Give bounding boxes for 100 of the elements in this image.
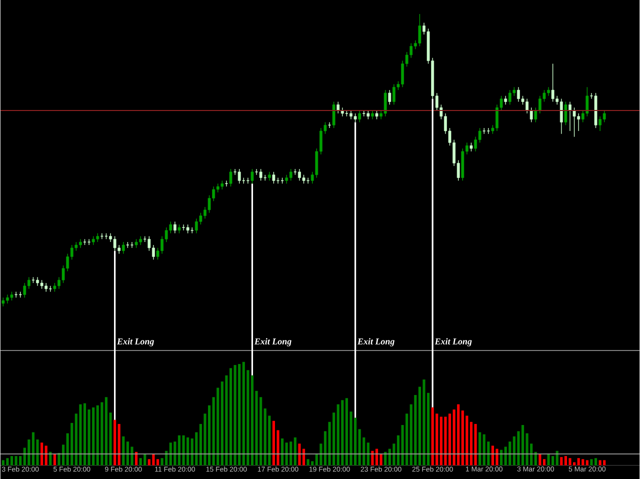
- bar: [470, 422, 473, 466]
- bar: [298, 443, 301, 466]
- bar: [83, 403, 86, 466]
- bar: [547, 454, 550, 466]
- bar: [53, 454, 56, 466]
- bar: [306, 458, 310, 466]
- bar: [152, 454, 155, 466]
- bar: [144, 454, 146, 466]
- bar: [582, 458, 584, 466]
- bar: [444, 416, 447, 466]
- candlestick: [560, 98, 563, 134]
- bar: [264, 408, 266, 466]
- candlestick: [87, 238, 91, 246]
- bar: [40, 442, 44, 466]
- candlestick: [358, 110, 362, 122]
- bar: [538, 454, 542, 466]
- bar: [366, 442, 370, 466]
- bar: [392, 443, 396, 466]
- bar: [414, 394, 417, 466]
- candlestick: [224, 180, 228, 187]
- bar: [104, 396, 108, 466]
- bar: [44, 446, 48, 466]
- bar: [285, 442, 288, 466]
- candlestick: [336, 101, 340, 114]
- bar: [148, 458, 150, 466]
- bar: [440, 416, 442, 466]
- candlestick: [328, 122, 332, 128]
- candlestick: [23, 282, 26, 298]
- bar: [534, 452, 537, 466]
- bar: [431, 407, 434, 466]
- bar: [422, 379, 426, 466]
- candlestick: [602, 110, 606, 122]
- bar: [195, 432, 198, 466]
- bar: [341, 400, 344, 466]
- bar: [280, 438, 284, 466]
- bar: [380, 454, 382, 466]
- bar: [358, 428, 361, 466]
- bar: [2, 460, 4, 466]
- candlestick: [238, 168, 241, 184]
- bar: [100, 402, 104, 466]
- bar: [96, 405, 99, 466]
- bar: [10, 456, 14, 466]
- bar: [474, 424, 477, 466]
- candlestick: [564, 101, 568, 126]
- bar: [62, 444, 65, 466]
- candlestick: [259, 168, 262, 181]
- bar: [70, 422, 74, 466]
- candlestick: [173, 221, 176, 234]
- candlestick: [182, 224, 186, 231]
- candlestick: [568, 101, 572, 132]
- bar: [500, 450, 503, 466]
- bar: [290, 441, 292, 466]
- bar: [542, 458, 546, 466]
- bar: [156, 458, 160, 466]
- bar: [482, 434, 486, 466]
- bar: [114, 420, 116, 466]
- text: Exit Long: [116, 338, 154, 346]
- bar: [238, 364, 241, 466]
- bar: [49, 452, 52, 466]
- bar: [208, 405, 211, 466]
- candlestick: [551, 63, 554, 102]
- candlestick: [250, 168, 254, 184]
- bar: [169, 442, 172, 466]
- bar: [603, 460, 606, 466]
- bar: [165, 450, 168, 466]
- bar: [14, 456, 18, 466]
- bar: [182, 435, 185, 466]
- bar: [79, 404, 82, 466]
- bar: [28, 439, 30, 466]
- candlestick: [229, 168, 232, 187]
- bar: [294, 437, 296, 466]
- bar: [496, 448, 498, 466]
- bar: [448, 413, 452, 466]
- bar: [139, 458, 142, 466]
- bar: [178, 435, 181, 466]
- candlestick: [572, 107, 576, 138]
- bar: [336, 404, 340, 466]
- bar: [118, 424, 120, 466]
- bar: [577, 458, 580, 466]
- candlestick: [254, 168, 258, 176]
- candlestick: [113, 236, 116, 252]
- bar: [250, 375, 254, 466]
- candlestick: [530, 107, 533, 122]
- text: Exit Long: [434, 338, 472, 346]
- candlestick: [486, 128, 490, 134]
- bar: [32, 432, 35, 466]
- bar: [242, 362, 245, 466]
- bar: [122, 436, 125, 466]
- candlestick: [534, 107, 538, 122]
- bar: [92, 407, 95, 466]
- bar: [371, 450, 374, 466]
- bar: [556, 450, 558, 466]
- bar: [457, 404, 460, 466]
- bar: [216, 388, 220, 466]
- bar: [508, 441, 512, 466]
- bar: [526, 433, 528, 466]
- bar: [384, 452, 387, 466]
- bar: [320, 443, 322, 466]
- bar: [229, 368, 232, 466]
- candlestick: [586, 86, 589, 117]
